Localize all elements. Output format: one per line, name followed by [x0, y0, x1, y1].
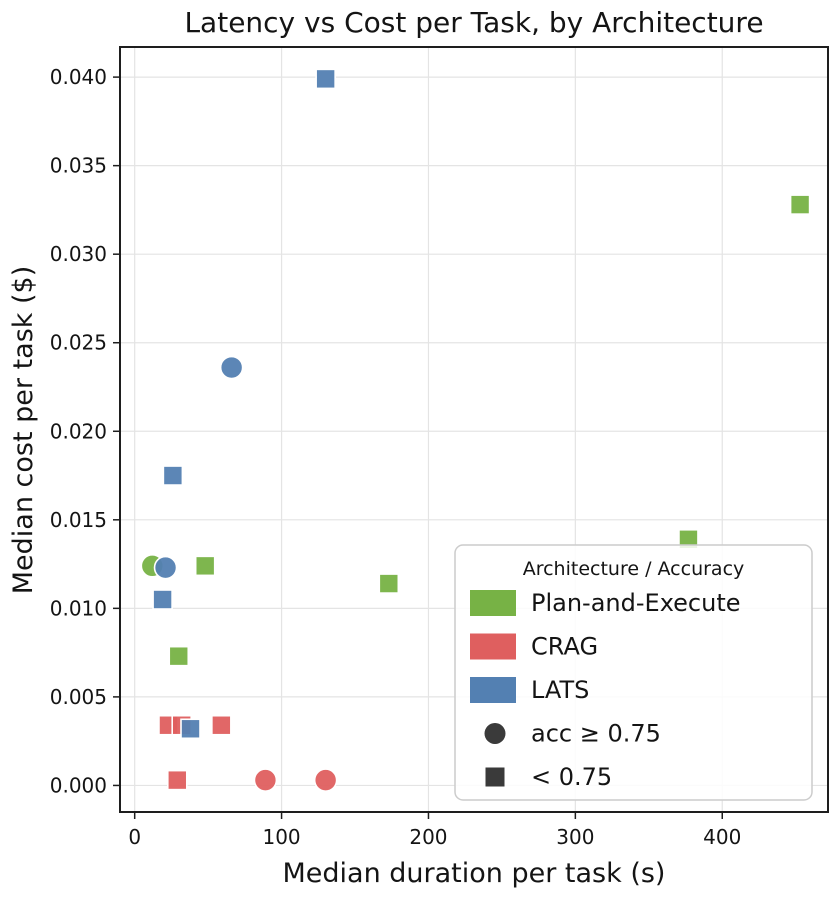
y-tick-label: 0.005: [50, 685, 107, 709]
legend-swatch: [470, 677, 516, 703]
axis-ticks: 0 100 200 300 400 0.000 0.005 0.010 0.015 0.020 0.…: [50, 65, 742, 849]
data-point-square: [166, 769, 188, 791]
data-point-square: [152, 589, 173, 610]
y-tick-label: 0.030: [50, 242, 107, 266]
data-point-square: [789, 194, 811, 215]
x-tick-label: 200: [409, 825, 447, 849]
series-lats: [152, 68, 336, 740]
legend-label: LATS: [531, 676, 589, 704]
data-point-square: [168, 645, 190, 667]
x-tick-label: 400: [703, 825, 741, 849]
data-point-circle: [253, 768, 278, 792]
x-axis-label: Median duration per task (s): [283, 858, 666, 889]
legend-swatch: [470, 633, 516, 660]
y-tick-label: 0.035: [50, 154, 107, 178]
y-tick-label: 0.025: [50, 331, 107, 355]
legend-marker-circle-icon: [484, 723, 506, 744]
chart-title: Latency vs Cost per Task, by Architectur…: [184, 6, 763, 39]
y-tick-label: 0.010: [50, 596, 107, 620]
plot-frame: [119, 46, 829, 813]
data-point-square: [162, 465, 184, 486]
y-tick-label: 0.040: [50, 65, 107, 89]
x-tick-label: 300: [556, 825, 594, 849]
data-point-circle: [219, 355, 244, 380]
legend: Architecture / Accuracy Plan-and-Execute C…: [454, 544, 813, 801]
y-axis-label: Median cost per task ($): [8, 266, 39, 594]
data-point-square: [378, 573, 400, 594]
data-point-square: [180, 718, 201, 740]
legend-title: Architecture / Accuracy: [523, 558, 745, 580]
data-point-circle: [153, 555, 178, 580]
legend-label: Plan-and-Execute: [531, 589, 741, 617]
data-point-square: [315, 68, 336, 90]
y-tick-label: 0.015: [50, 508, 107, 532]
data-point-circle: [313, 768, 338, 792]
legend-swatch: [470, 590, 516, 616]
data-point-square: [194, 555, 216, 577]
data-point-square: [211, 714, 232, 736]
plot-area: 0 100 200 300 400 0.000 0.005 0.010 0.015 0.020 0.…: [50, 46, 829, 849]
x-tick-label: 0: [128, 825, 141, 849]
legend-label: CRAG: [531, 633, 598, 661]
legend-label: < 0.75: [531, 763, 612, 791]
legend-label: acc ≥ 0.75: [531, 720, 661, 748]
legend-marker-square-icon: [485, 767, 505, 787]
legend-box: [454, 544, 813, 801]
y-tick-label: 0.020: [50, 419, 107, 443]
series-plan-and-execute: [140, 194, 811, 667]
y-tick-label: 0.000: [50, 773, 107, 797]
x-tick-label: 100: [262, 825, 300, 849]
